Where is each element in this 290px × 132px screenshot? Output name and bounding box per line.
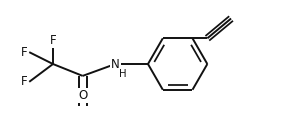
Text: O: O [78, 89, 87, 102]
Text: F: F [21, 75, 27, 88]
Text: F: F [21, 46, 27, 59]
Text: F: F [50, 34, 56, 47]
Text: N: N [111, 58, 120, 70]
Text: H: H [119, 69, 127, 79]
